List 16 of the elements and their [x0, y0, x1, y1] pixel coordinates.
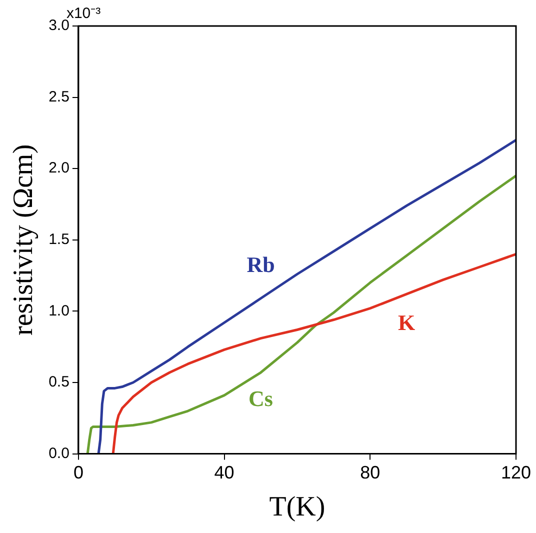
x-tick-label: 120 — [500, 462, 532, 483]
x-tick-label: 80 — [360, 462, 380, 483]
x-tick-label: 40 — [214, 462, 234, 483]
series-label: Rb — [246, 252, 275, 278]
y-tick-label: 0.0 — [48, 444, 70, 462]
series-label: Cs — [248, 386, 274, 412]
x-axis-title: T(K) — [269, 492, 326, 523]
y-tick-label: 3.0 — [48, 17, 70, 34]
y-tick-label: 2.5 — [48, 88, 70, 106]
y-axis-title: resistivity (Ωcm) — [8, 144, 40, 336]
y-tick-label: 1.0 — [48, 302, 70, 320]
series-label: K — [398, 310, 416, 335]
y-tick-label: 1.5 — [48, 231, 70, 248]
x-tick-label: 0 — [73, 462, 84, 483]
y-tick-label: 0.5 — [48, 374, 70, 391]
y-tick-label: 2.0 — [48, 160, 70, 177]
